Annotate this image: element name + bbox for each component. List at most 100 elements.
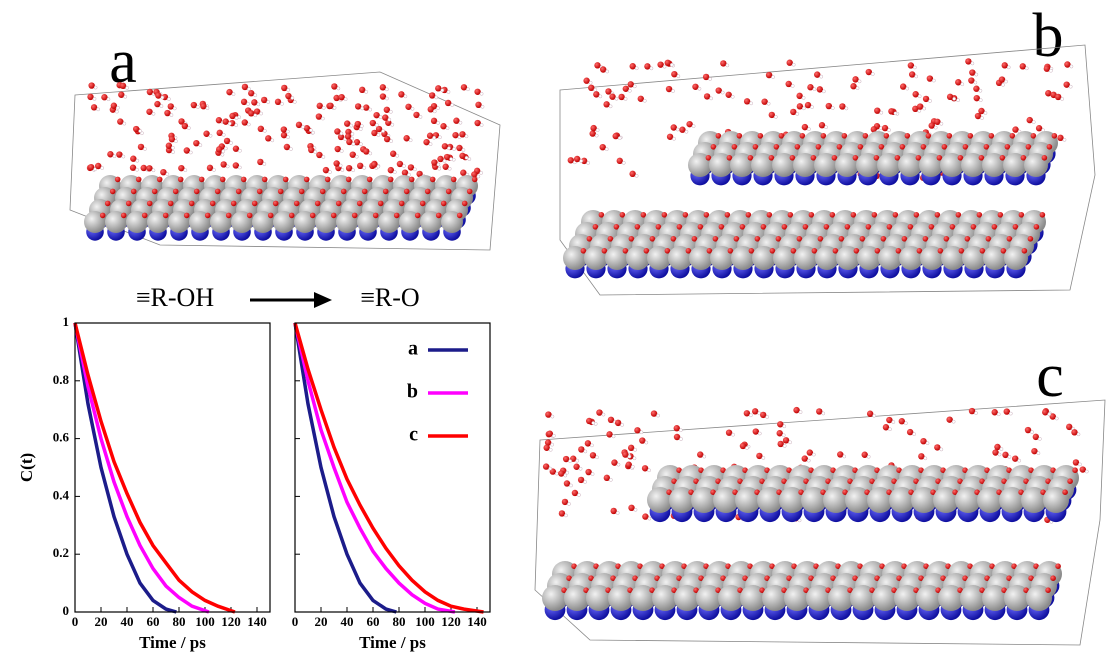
oxygen: [289, 213, 295, 219]
hydrogen: [721, 91, 724, 94]
oxygen: [152, 189, 158, 195]
hydrogen: [337, 87, 340, 90]
hydrogen: [564, 474, 567, 477]
oxygen: [168, 201, 174, 207]
hydrogen: [1038, 437, 1041, 440]
hydrogen: [906, 87, 909, 90]
hydrogen: [551, 415, 554, 418]
oxygen: [420, 201, 426, 207]
chart-title: ≡R-OH: [136, 283, 214, 312]
hydrogen: [438, 167, 441, 170]
hydrogen: [171, 150, 174, 153]
hydrogen: [807, 459, 810, 462]
hydrogen: [745, 446, 748, 449]
hydrogen: [709, 77, 712, 80]
oxygen: [142, 213, 148, 219]
hydrogen: [1007, 66, 1010, 69]
hydrogen: [139, 129, 142, 132]
chart-title: ≡R-O: [360, 283, 419, 312]
hydrogen: [1009, 412, 1012, 415]
hydrogen: [436, 107, 439, 110]
hydrogen: [953, 97, 956, 100]
hydrogen: [791, 84, 794, 87]
hydrogen: [143, 147, 146, 150]
hydrogen: [328, 171, 331, 174]
hydrogen: [246, 102, 249, 105]
hydrogen: [913, 433, 916, 436]
hydrogen: [254, 114, 257, 117]
hydrogen: [1030, 430, 1033, 433]
x-tick-label: 80: [393, 614, 406, 629]
oxygen: [1067, 478, 1073, 484]
hydrogen: [389, 110, 392, 113]
hydrogen: [480, 92, 483, 95]
oxygen: [1072, 467, 1078, 473]
hydrogen: [280, 102, 283, 105]
hydrogen: [634, 448, 637, 451]
hydrogen: [122, 155, 125, 158]
hydrogen: [892, 420, 895, 423]
hydrogen: [321, 117, 324, 120]
hydrogen: [360, 124, 363, 127]
hydrogen: [480, 171, 483, 174]
hydrogen: [375, 123, 378, 126]
series-line: [295, 323, 484, 612]
hydrogen: [731, 95, 734, 98]
oxygen: [294, 201, 300, 207]
oxygen: [215, 189, 221, 195]
oxygen: [226, 213, 232, 219]
oxygen: [194, 189, 200, 195]
hydrogen: [429, 143, 432, 146]
hydrogen: [396, 154, 399, 157]
hydrogen: [552, 434, 555, 437]
hydrogen: [915, 75, 918, 78]
hydrogen: [843, 455, 846, 458]
oxygen: [199, 177, 205, 183]
hydrogen: [238, 166, 241, 169]
oxygen: [173, 189, 179, 195]
hydrogen: [802, 107, 805, 110]
hydrogen: [647, 469, 650, 472]
hydrogen: [333, 106, 336, 109]
hydrogen: [726, 64, 729, 67]
hydrogen: [671, 89, 674, 92]
hydrogen: [377, 133, 380, 136]
hydrogen: [549, 467, 552, 470]
hydrogen: [124, 95, 127, 98]
hydrogen: [152, 169, 155, 172]
hydrogen: [115, 110, 118, 113]
hydrogen: [979, 99, 982, 102]
hydrogen: [926, 442, 929, 445]
oxygen: [404, 189, 410, 195]
hydrogen: [564, 514, 567, 517]
hydrogen: [974, 411, 977, 414]
hydrogen: [437, 163, 440, 166]
oxygen: [430, 177, 436, 183]
hydrogen: [1032, 121, 1035, 124]
hydrogen: [934, 126, 937, 129]
hydrogen: [247, 87, 250, 90]
hydrogen: [116, 106, 119, 109]
hydrogen: [771, 75, 774, 78]
hydrogen: [913, 66, 916, 69]
hydrogen: [352, 169, 355, 172]
oxygen: [178, 177, 184, 183]
hydrogen: [622, 161, 625, 164]
hydrogen: [289, 147, 292, 150]
hydrogen: [932, 79, 935, 82]
hydrogen: [152, 112, 155, 115]
hydrogen: [1069, 85, 1072, 88]
hydrogen: [617, 463, 620, 466]
hydrogen: [974, 81, 977, 84]
hydrogen: [340, 149, 343, 152]
oxygen: [105, 201, 111, 207]
hydrogen: [291, 96, 294, 99]
hydrogen: [796, 112, 799, 115]
figure: a b c ≡R-OH02040608010012014000.20.40.60…: [0, 0, 1111, 660]
hydrogen: [411, 107, 414, 110]
hydrogen: [228, 122, 231, 125]
hydrogen: [441, 89, 444, 92]
hydrogen: [956, 99, 959, 102]
hydrogen: [419, 115, 422, 118]
hydrogen: [170, 113, 173, 116]
